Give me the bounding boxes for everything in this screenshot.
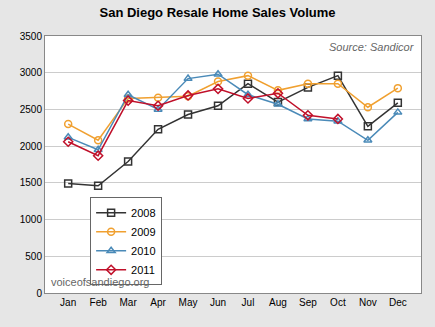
svg-text:Mar: Mar bbox=[119, 297, 137, 308]
svg-text:2010: 2010 bbox=[131, 245, 155, 257]
svg-text:Apr: Apr bbox=[150, 297, 166, 308]
svg-text:2011: 2011 bbox=[131, 264, 155, 276]
svg-text:Jul: Jul bbox=[242, 297, 255, 308]
svg-text:2009: 2009 bbox=[131, 226, 155, 238]
svg-text:Dec: Dec bbox=[389, 297, 407, 308]
svg-text:2000: 2000 bbox=[20, 141, 43, 152]
svg-text:Sep: Sep bbox=[299, 297, 317, 308]
svg-text:Source: Sandicor: Source: Sandicor bbox=[329, 41, 415, 53]
svg-text:1000: 1000 bbox=[20, 214, 43, 225]
svg-text:3500: 3500 bbox=[20, 31, 43, 42]
svg-text:May: May bbox=[179, 297, 198, 308]
svg-text:Jan: Jan bbox=[60, 297, 76, 308]
svg-text:Oct: Oct bbox=[330, 297, 346, 308]
svg-text:2008: 2008 bbox=[131, 207, 155, 219]
svg-text:0: 0 bbox=[36, 288, 42, 299]
svg-text:500: 500 bbox=[25, 251, 42, 262]
svg-text:Jun: Jun bbox=[210, 297, 226, 308]
svg-text:3000: 3000 bbox=[20, 67, 43, 78]
svg-text:Aug: Aug bbox=[269, 297, 287, 308]
svg-text:Nov: Nov bbox=[359, 297, 377, 308]
svg-text:voiceofsandiego.org: voiceofsandiego.org bbox=[51, 276, 149, 288]
svg-text:1500: 1500 bbox=[20, 177, 43, 188]
svg-text:San Diego Resale Home Sales Vo: San Diego Resale Home Sales Volume bbox=[99, 5, 335, 20]
svg-text:Feb: Feb bbox=[90, 297, 108, 308]
svg-text:2500: 2500 bbox=[20, 104, 43, 115]
